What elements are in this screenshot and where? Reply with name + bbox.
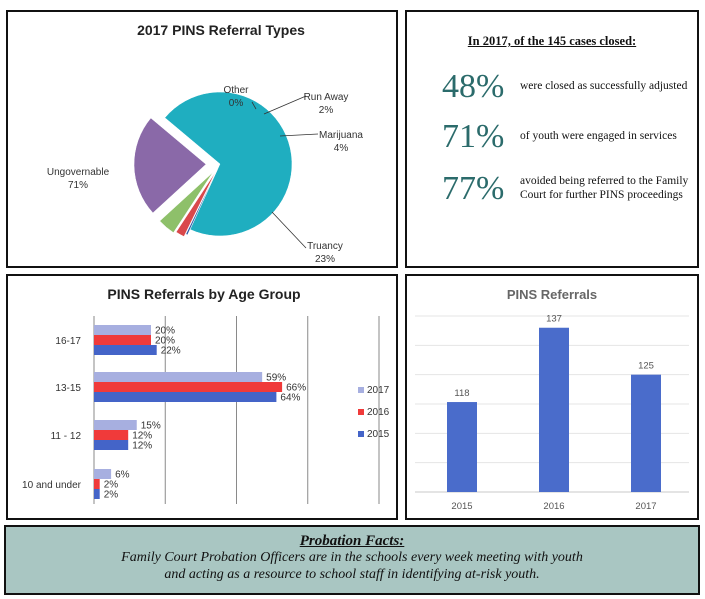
age-bar-2017: [94, 420, 137, 430]
referrals-bar-label: 118: [454, 388, 469, 399]
age-bar-label: 2%: [104, 490, 119, 501]
referral-types-panel: 2017 PINS Referral Types Ungovernable 71%…: [6, 10, 398, 268]
age-bar-2015: [94, 440, 129, 450]
referrals-bar-label: 125: [638, 361, 654, 372]
age-bar-label: 66%: [286, 383, 306, 394]
pins-referrals-column-chart: PINS Referrals 118 137 125 2015 2016 2017: [415, 287, 689, 512]
pie-slice-run-away: [175, 171, 216, 237]
legend-swatch-2016: [358, 409, 364, 415]
referral-types-pie-chart: 2017 PINS Referral Types Ungovernable 71%…: [47, 22, 364, 265]
legend-swatch-2015: [358, 431, 364, 437]
referrals-bar-label: 137: [546, 314, 562, 325]
pie-slice-marijuana: [159, 172, 214, 233]
probation-facts-title: Probation Facts:: [299, 533, 405, 549]
pie-label-name: Truancy: [307, 241, 343, 252]
referrals-bar-2017: [631, 374, 661, 492]
pie-slice-other: [185, 169, 218, 236]
age-bar-2016: [94, 479, 100, 489]
probation-facts-line: Family Court Probation Officers are in t…: [121, 550, 583, 565]
stat-value: 71%: [442, 118, 505, 155]
age-bar-2017: [94, 469, 112, 479]
pie-chart-title: 2017 PINS Referral Types: [137, 22, 305, 38]
age-group-panel: PINS Referrals by Age Group 20% 20% 22% 59%…: [6, 274, 398, 520]
stat-value: 77%: [442, 170, 505, 207]
referrals-bar-2016: [539, 327, 569, 492]
age-chart-title: PINS Referrals by Age Group: [107, 286, 300, 302]
age-category-label: 13-15: [55, 383, 81, 394]
age-bar-2016: [94, 335, 151, 345]
stat-item: 71% of youth were engaged in services: [442, 120, 690, 154]
age-bar-label: 59%: [266, 373, 286, 384]
age-bar-label: 6%: [115, 470, 130, 481]
pie-label-value: 71%: [68, 180, 88, 191]
age-bar-label: 20%: [155, 326, 175, 337]
age-bar-2016: [94, 430, 129, 440]
referrals-category-label: 2015: [451, 501, 472, 512]
stat-description: were closed as successfully adjusted: [520, 80, 688, 93]
referrals-bar-2015: [447, 402, 477, 492]
pie-slice-truancy: [133, 117, 207, 214]
age-bar-label: 15%: [141, 421, 161, 432]
stats-heading: In 2017, of the 145 cases closed:: [467, 34, 637, 48]
legend-label: 2015: [367, 429, 390, 440]
referrals-category-label: 2017: [635, 501, 656, 512]
age-bar-2017: [94, 372, 263, 382]
age-bar-2015: [94, 345, 157, 355]
age-bar-label: 2%: [104, 480, 119, 491]
age-bar-label: 20%: [155, 336, 175, 347]
cases-closed-stats-panel: In 2017, of the 145 cases closed: 48% we…: [405, 10, 699, 268]
pie-leader-line: [279, 133, 319, 137]
pins-referrals-panel: PINS Referrals 118 137 125 2015 2016 2017: [405, 274, 699, 520]
probation-facts-panel: Probation Facts: Family Court Probation …: [4, 525, 700, 595]
pie-leader-line: [271, 211, 307, 249]
probation-facts-line: and acting as a resource to school staff…: [164, 566, 540, 582]
pie-leader-line: [251, 101, 257, 110]
age-bar-label: 64%: [280, 393, 300, 404]
pie-label-name: Marijuana: [319, 130, 363, 141]
stat-description: avoided being referred to the Family Cou…: [520, 175, 689, 201]
pie-leader-line: [263, 95, 307, 115]
pie-label-name: Run Away: [304, 92, 349, 103]
stat-item: 48% were closed as successfully adjusted: [442, 70, 690, 104]
pie-slice-ungovernable: [164, 91, 293, 237]
probation-facts-text: Family Court Probation Officers are in t…: [6, 550, 698, 584]
stat-description: of youth were engaged in services: [520, 130, 677, 143]
age-category-label: 10 and under: [22, 480, 82, 491]
stat-value: 48%: [442, 68, 505, 105]
age-bar-label: 12%: [132, 431, 152, 442]
legend-label: 2016: [367, 407, 390, 418]
age-category-label: 16-17: [55, 336, 81, 347]
age-group-bar-chart: PINS Referrals by Age Group 20%20%22%59%…: [22, 286, 390, 504]
pie-label-value: 0%: [229, 98, 244, 109]
pie-label-name: Other: [223, 85, 249, 96]
pie-label-name: Ungovernable: [47, 167, 110, 178]
pie-label-value: 23%: [315, 254, 335, 265]
legend-label: 2017: [367, 385, 390, 396]
age-bar-2015: [94, 489, 100, 499]
pie-label-value: 2%: [319, 105, 334, 116]
referrals-chart-title: PINS Referrals: [507, 287, 597, 302]
age-bar-2017: [94, 325, 151, 335]
legend-swatch-2017: [358, 387, 364, 393]
referrals-category-label: 2016: [543, 501, 564, 512]
age-bar-label: 22%: [161, 346, 181, 357]
age-bar-label: 12%: [132, 441, 152, 452]
age-bar-2015: [94, 392, 277, 402]
age-bar-2016: [94, 382, 283, 392]
pie-label-value: 4%: [334, 143, 349, 154]
age-category-label: 11 - 12: [51, 431, 82, 442]
stat-item: 77% avoided being referred to the Family…: [442, 172, 690, 206]
